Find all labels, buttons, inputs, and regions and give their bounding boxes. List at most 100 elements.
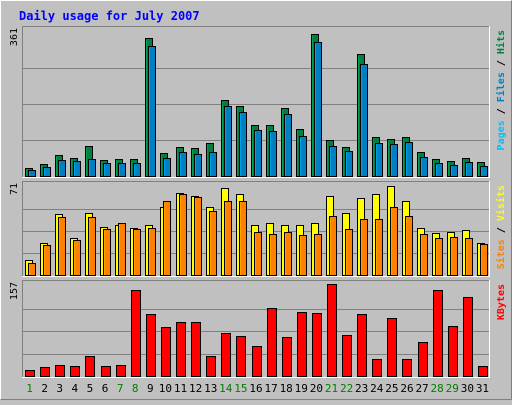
x-tick-label-day-5: 5 xyxy=(87,382,94,395)
panel-1: 361 Pages / Files / Hits xyxy=(9,26,507,178)
x-tick-label-day-11: 11 xyxy=(174,382,187,395)
bar-kbytes-day-21 xyxy=(327,284,337,377)
x-tick-label-day-26: 26 xyxy=(400,382,413,395)
bar-files-day-20 xyxy=(314,42,322,177)
bar-sites-day-13 xyxy=(209,211,217,276)
bar-sites-day-3 xyxy=(58,217,66,276)
right-legend: KBytes xyxy=(496,284,507,320)
bar-kbytes-day-12 xyxy=(191,322,201,377)
x-tick-label-day-15: 15 xyxy=(234,382,247,395)
bar-files-day-2 xyxy=(43,167,51,177)
legend-separator: / xyxy=(496,102,507,120)
bar-kbytes-day-1 xyxy=(25,370,35,377)
bar-sites-day-30 xyxy=(465,238,473,276)
bar-kbytes-day-22 xyxy=(342,335,352,377)
bar-kbytes-day-19 xyxy=(297,312,307,377)
bar-sites-day-25 xyxy=(390,207,398,276)
bar-sites-day-20 xyxy=(314,234,322,276)
legend-hits: Hits xyxy=(495,30,507,54)
x-tick-label-day-3: 3 xyxy=(56,382,63,395)
x-tick-label-day-21: 21 xyxy=(325,382,338,395)
bar-kbytes-day-31 xyxy=(478,366,488,377)
bar-kbytes-day-8 xyxy=(131,290,141,377)
bar-kbytes-day-30 xyxy=(463,297,473,377)
legend-kbytes: KBytes xyxy=(496,284,507,320)
bar-sites-day-9 xyxy=(148,228,156,276)
bar-files-day-6 xyxy=(103,163,111,177)
bar-kbytes-day-7 xyxy=(116,365,126,377)
x-tick-label-day-12: 12 xyxy=(189,382,202,395)
bar-sites-day-17 xyxy=(269,234,277,276)
bar-kbytes-day-27 xyxy=(418,342,428,377)
x-tick-label-day-25: 25 xyxy=(385,382,398,395)
bar-kbytes-day-9 xyxy=(146,314,156,377)
bar-sites-day-5 xyxy=(88,217,96,276)
bar-files-day-13 xyxy=(209,152,217,177)
x-tick-label-day-9: 9 xyxy=(147,382,154,395)
bar-sites-day-10 xyxy=(163,201,171,276)
y-max-label: 157 xyxy=(9,282,20,300)
bar-sites-day-27 xyxy=(420,234,428,276)
bar-files-day-3 xyxy=(58,160,66,177)
bar-kbytes-day-3 xyxy=(55,365,65,377)
x-tick-label-day-16: 16 xyxy=(249,382,262,395)
bar-files-day-31 xyxy=(480,166,488,177)
x-tick-label-day-27: 27 xyxy=(415,382,428,395)
bar-kbytes-day-18 xyxy=(282,337,292,377)
bar-files-day-29 xyxy=(450,165,458,177)
bar-sites-day-28 xyxy=(435,238,443,276)
bar-kbytes-day-6 xyxy=(101,366,111,377)
bar-sites-day-15 xyxy=(239,201,247,276)
bar-sites-day-11 xyxy=(179,194,187,276)
bar-kbytes-day-11 xyxy=(176,322,186,377)
bar-files-day-5 xyxy=(88,159,96,177)
bar-files-day-15 xyxy=(239,112,247,177)
bar-files-day-11 xyxy=(179,152,187,177)
bar-kbytes-day-25 xyxy=(387,318,397,377)
bar-sites-day-2 xyxy=(43,245,51,276)
bar-kbytes-day-13 xyxy=(206,356,216,377)
bar-files-day-26 xyxy=(405,142,413,177)
bar-files-day-24 xyxy=(375,143,383,177)
bar-files-day-16 xyxy=(254,130,262,177)
bar-files-day-4 xyxy=(73,161,81,177)
bar-files-day-28 xyxy=(435,163,443,177)
bar-sites-day-16 xyxy=(254,232,262,276)
bar-files-day-19 xyxy=(299,136,307,177)
bar-kbytes-day-26 xyxy=(402,359,412,377)
bar-files-day-8 xyxy=(133,163,141,177)
right-legend: Sites / Visits xyxy=(495,185,507,269)
bar-kbytes-day-17 xyxy=(267,308,277,377)
bar-files-day-27 xyxy=(420,157,428,177)
x-tick-label-day-30: 30 xyxy=(461,382,474,395)
bar-sites-day-22 xyxy=(345,229,353,276)
x-tick-label-day-7: 7 xyxy=(117,382,124,395)
bar-kbytes-day-29 xyxy=(448,326,458,377)
bar-files-day-18 xyxy=(284,114,292,177)
panel-3: 157 KBytes xyxy=(9,280,507,378)
x-axis-labels: 1 2 3 4 5 6 7 8 9 10 11 12 13 14 15 16 17 18 19 20 21 22 23 24 2… xyxy=(26,382,489,395)
bar-files-day-1 xyxy=(28,170,36,177)
bar-sites-day-29 xyxy=(450,237,458,276)
bar-files-day-23 xyxy=(360,64,368,177)
x-tick-label-day-1: 1 xyxy=(26,382,33,395)
bar-sites-day-4 xyxy=(73,240,81,276)
bar-kbytes-day-20 xyxy=(312,313,322,377)
panel-2: 71 Sites / Visits xyxy=(9,181,507,277)
bar-kbytes-day-4 xyxy=(70,366,80,377)
legend-files: Files xyxy=(495,72,507,102)
x-tick-label-day-2: 2 xyxy=(41,382,48,395)
legend-separator: / xyxy=(496,221,507,239)
bar-sites-day-21 xyxy=(329,216,337,276)
bar-kbytes-day-23 xyxy=(357,314,367,377)
legend-visits: Visits xyxy=(495,185,507,221)
bar-files-day-14 xyxy=(224,106,232,177)
bar-files-day-7 xyxy=(118,163,126,177)
bar-files-day-12 xyxy=(194,154,202,177)
chart-title: Daily usage for July 2007 xyxy=(19,9,200,23)
bar-kbytes-day-28 xyxy=(433,290,443,377)
x-tick-label-day-28: 28 xyxy=(431,382,444,395)
y-max-label: 71 xyxy=(9,183,20,195)
